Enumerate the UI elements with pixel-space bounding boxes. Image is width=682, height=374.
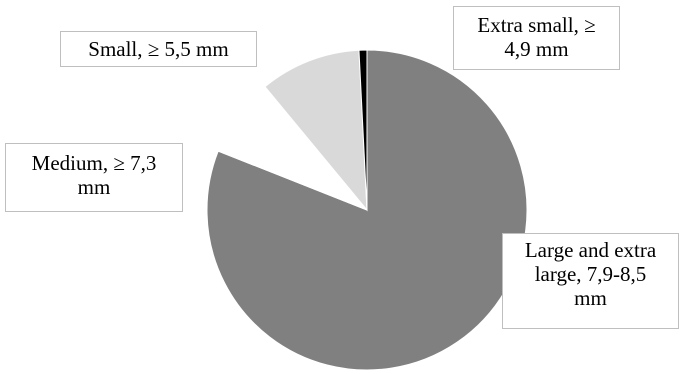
slice-small bbox=[264, 49, 368, 212]
slice-extra-small bbox=[358, 49, 368, 211]
data-label-small: Small, ≥ 5,5 mm bbox=[60, 31, 257, 67]
data-label-large: Large and extra large, 7,9-8,5 mm bbox=[502, 233, 679, 329]
pie-slices bbox=[206, 49, 528, 371]
data-label-medium: Medium, ≥ 7,3 mm bbox=[5, 143, 183, 212]
data-label-extra-small: Extra small, ≥ 4,9 mm bbox=[453, 6, 620, 70]
